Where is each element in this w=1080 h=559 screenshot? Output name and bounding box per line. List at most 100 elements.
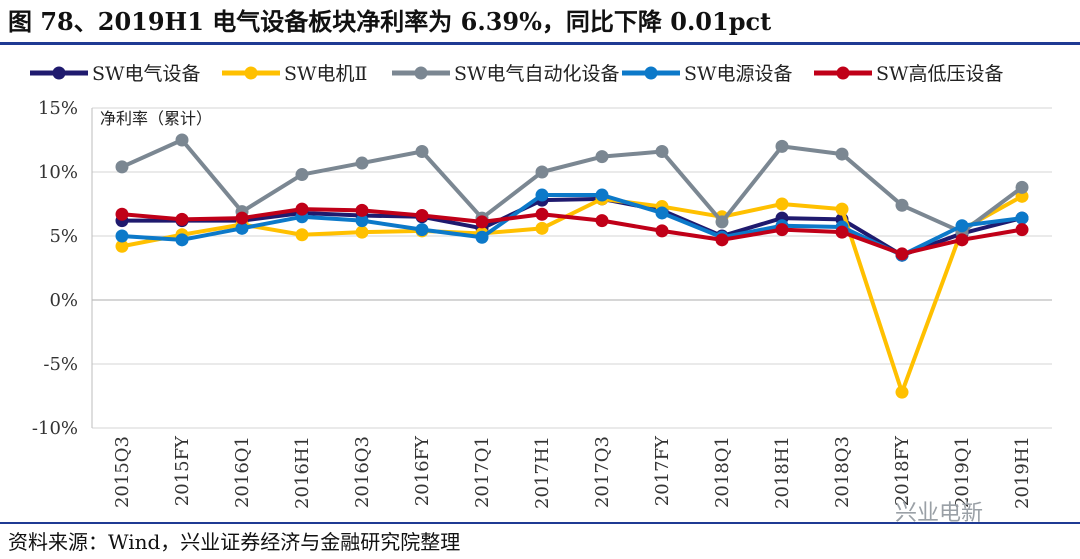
legend-label: SW电气设备 [92,63,201,85]
data-point [1015,180,1029,194]
legend-marker [644,66,658,80]
series-2 [115,133,1029,239]
data-point [115,239,129,253]
data-point [115,160,129,174]
data-point [475,215,489,229]
x-tick-label: 2018FY [892,435,913,506]
data-point [1015,189,1029,203]
legend-label: SW高低压设备 [876,63,1004,85]
x-tick-label: 2016H1 [292,436,313,509]
data-point [775,197,789,211]
x-tick-label: 2017Q1 [472,436,493,508]
line-chart: SW电气设备 SW电机Ⅱ SW电气自动化设备 SW电源设备 SW高低压设备 15% 10%… [30,63,1052,509]
data-point [715,215,729,229]
x-tick-label: 2015FY [172,435,193,506]
legend-item: SW高低压设备 [814,63,1004,85]
data-point [235,211,249,225]
x-tick-label: 2019H1 [1012,436,1033,509]
x-tick-label: 2018Q3 [832,436,853,508]
y-tick-label: 15% [38,98,78,119]
series-lines [115,133,1029,399]
data-point [415,145,429,159]
data-point [1015,223,1029,237]
y-tick-label: -5% [43,354,78,375]
x-tick-label: 2015Q3 [112,436,133,508]
data-point [715,233,729,247]
data-point [175,233,189,247]
series-line [121,138,1024,235]
data-point [415,223,429,237]
y-tick-label: -10% [32,418,78,439]
legend-item: SW电源设备 [622,63,793,85]
data-point [355,203,369,217]
y-tick-label: 5% [49,226,78,247]
data-point [355,214,369,228]
legend-item: SW电气自动化设备 [392,63,620,85]
y-axis: 15% 10% 5% 0% -5% -10% [32,98,78,439]
data-point [535,165,549,179]
data-point [775,223,789,237]
x-tick-label: 2016Q1 [232,436,253,508]
x-tick-label: 2016FY [412,435,433,506]
legend-marker [52,66,66,80]
x-axis: 2015Q3 2015FY 2016Q1 2016H1 2016Q3 2016FY 2017… [112,435,1033,509]
series-line [121,194,1023,395]
data-point [115,229,129,243]
chart-title: 图 78、2019H1 电气设备板块净利率为 6.39%，同比下降 0.01pc… [8,7,772,36]
data-point [655,145,669,159]
data-point [895,385,909,399]
legend-label: SW电源设备 [684,63,793,85]
x-tick-label: 2018H1 [772,436,793,509]
legend-marker [244,66,258,80]
data-point [115,207,129,221]
data-point [295,202,309,216]
legend-marker [414,66,428,80]
y-tick-label: 10% [38,162,78,183]
data-point [835,225,849,239]
data-point [475,230,489,244]
data-point [1015,211,1029,225]
data-point [655,224,669,238]
data-point [295,168,309,182]
title-rule [0,42,1080,45]
x-tick-label: 2019Q1 [952,436,973,508]
x-tick-label: 2016Q3 [352,436,373,508]
series-line [121,207,1023,256]
data-point [955,233,969,247]
data-point [835,147,849,161]
data-point [175,212,189,226]
data-point [835,202,849,216]
legend-label: SW电气自动化设备 [454,63,620,85]
x-tick-label: 2017Q3 [592,436,613,508]
data-point [175,133,189,147]
data-point [295,228,309,242]
source-note: 资料来源：Wind，兴业证券经济与金融研究院整理 [8,530,461,554]
x-tick-label: 2017H1 [532,436,553,509]
data-point [535,207,549,221]
legend-label: SW电机Ⅱ [284,63,367,85]
y-axis-label: 净利率（累计） [100,109,212,128]
y-tick-label: 0% [49,290,78,311]
data-point [595,150,609,164]
legend-item: SW电气设备 [30,63,201,85]
footer-rule [0,522,1080,524]
legend-marker [836,66,850,80]
legend-item: SW电机Ⅱ [222,63,367,85]
data-point [235,221,249,235]
data-point [535,188,549,202]
watermark: 兴业电新 [895,501,984,526]
data-point [895,198,909,212]
legend: SW电气设备 SW电机Ⅱ SW电气自动化设备 SW电源设备 SW高低压设备 [30,63,1004,85]
data-point [595,188,609,202]
data-point [595,214,609,228]
data-point [355,156,369,170]
data-point [775,139,789,153]
data-point [895,247,909,261]
x-tick-label: 2017FY [652,435,673,506]
data-point [655,206,669,220]
data-point [415,209,429,223]
data-point [355,225,369,239]
data-point [955,219,969,233]
x-tick-label: 2018Q1 [712,436,733,508]
series-line [122,196,1023,258]
